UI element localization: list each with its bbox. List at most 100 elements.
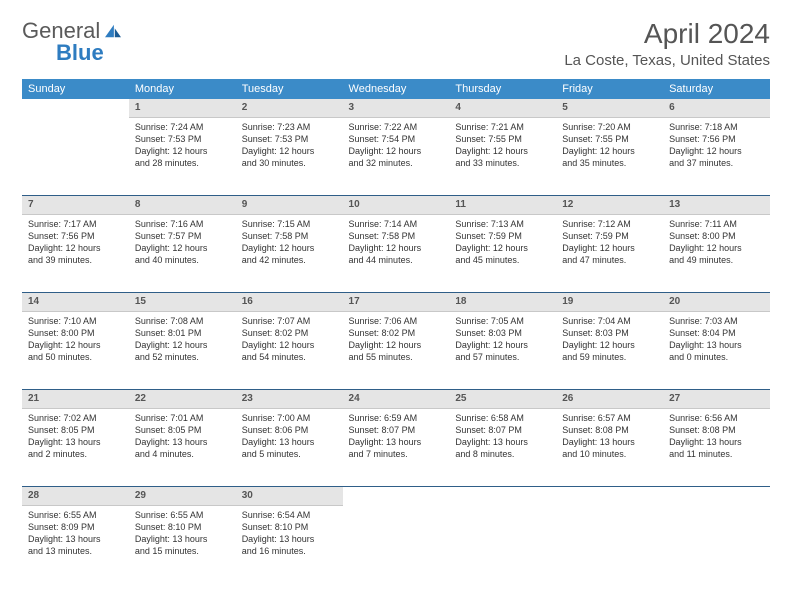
day-header: Wednesday bbox=[343, 79, 450, 99]
day-number-row: 21222324252627 bbox=[22, 390, 770, 408]
sunrise-text: Sunrise: 7:18 AM bbox=[669, 121, 764, 133]
day1-text: Daylight: 13 hours bbox=[562, 436, 657, 448]
day2-text: and 59 minutes. bbox=[562, 351, 657, 363]
sunrise-text: Sunrise: 7:12 AM bbox=[562, 218, 657, 230]
day2-text: and 39 minutes. bbox=[28, 254, 123, 266]
day1-text: Daylight: 13 hours bbox=[242, 533, 337, 545]
sunrise-text: Sunrise: 6:55 AM bbox=[135, 509, 230, 521]
day-header-row: Sunday Monday Tuesday Wednesday Thursday… bbox=[22, 79, 770, 99]
sunrise-text: Sunrise: 6:57 AM bbox=[562, 412, 657, 424]
day-number-cell: 8 bbox=[129, 196, 236, 214]
day-number-cell: 19 bbox=[556, 293, 663, 311]
day-number-row: 78910111213 bbox=[22, 196, 770, 214]
day2-text: and 50 minutes. bbox=[28, 351, 123, 363]
day-content-row: Sunrise: 7:24 AM Sunset: 7:53 PM Daylight:… bbox=[22, 117, 770, 195]
sunset-text: Sunset: 7:53 PM bbox=[242, 133, 337, 145]
logo-text-blue: Blue bbox=[56, 40, 104, 66]
sunset-text: Sunset: 7:59 PM bbox=[455, 230, 550, 242]
day-cell: Sunrise: 6:59 AMSunset: 8:07 PMDaylight:… bbox=[343, 408, 450, 486]
sunset-text: Sunset: 8:08 PM bbox=[669, 424, 764, 436]
day-content-row: Sunrise: 7:10 AMSunset: 8:00 PMDaylight:… bbox=[22, 311, 770, 389]
day-number-cell: 21 bbox=[22, 390, 129, 408]
day1-text: Daylight: 12 hours bbox=[349, 145, 444, 157]
sunset-text: Sunset: 8:09 PM bbox=[28, 521, 123, 533]
day2-text: and 11 minutes. bbox=[669, 448, 764, 460]
day-number-cell: 28 bbox=[22, 487, 129, 505]
sunrise-text: Sunrise: 7:24 AM bbox=[135, 121, 230, 133]
sunset-text: Sunset: 7:58 PM bbox=[242, 230, 337, 242]
day-number-cell bbox=[556, 487, 663, 505]
day-cell: Sunrise: 7:20 AMSunset: 7:55 PMDaylight:… bbox=[556, 117, 663, 195]
day-number-cell: 16 bbox=[236, 293, 343, 311]
sunset-text: Sunset: 8:05 PM bbox=[28, 424, 123, 436]
day-cell: Sunrise: 7:17 AMSunset: 7:56 PMDaylight:… bbox=[22, 214, 129, 292]
day-header: Sunday bbox=[22, 79, 129, 99]
sunrise-text: Sunrise: 7:05 AM bbox=[455, 315, 550, 327]
location-text: La Coste, Texas, United States bbox=[564, 52, 770, 69]
sunset-text: Sunset: 8:10 PM bbox=[242, 521, 337, 533]
day2-text: and 44 minutes. bbox=[349, 254, 444, 266]
day-cell: Sunrise: 7:11 AMSunset: 8:00 PMDaylight:… bbox=[663, 214, 770, 292]
day1-text: Daylight: 12 hours bbox=[455, 145, 550, 157]
sunrise-text: Sunrise: 7:13 AM bbox=[455, 218, 550, 230]
day-number-cell: 30 bbox=[236, 487, 343, 505]
day2-text: and 7 minutes. bbox=[349, 448, 444, 460]
calendar-table: Sunday Monday Tuesday Wednesday Thursday… bbox=[22, 79, 770, 583]
day-cell: Sunrise: 7:07 AMSunset: 8:02 PMDaylight:… bbox=[236, 311, 343, 389]
sunset-text: Sunset: 8:05 PM bbox=[135, 424, 230, 436]
day-cell: Sunrise: 7:01 AMSunset: 8:05 PMDaylight:… bbox=[129, 408, 236, 486]
sunrise-text: Sunrise: 7:11 AM bbox=[669, 218, 764, 230]
day1-text: Daylight: 12 hours bbox=[242, 242, 337, 254]
day2-text: and 57 minutes. bbox=[455, 351, 550, 363]
sunrise-text: Sunrise: 7:16 AM bbox=[135, 218, 230, 230]
day-number-cell: 13 bbox=[663, 196, 770, 214]
day-header: Saturday bbox=[663, 79, 770, 99]
day2-text: and 49 minutes. bbox=[669, 254, 764, 266]
day-cell: Sunrise: 6:54 AMSunset: 8:10 PMDaylight:… bbox=[236, 505, 343, 583]
day-cell: Sunrise: 7:15 AMSunset: 7:58 PMDaylight:… bbox=[236, 214, 343, 292]
day-cell: Sunrise: 7:14 AMSunset: 7:58 PMDaylight:… bbox=[343, 214, 450, 292]
day1-text: Daylight: 12 hours bbox=[669, 145, 764, 157]
day2-text: and 16 minutes. bbox=[242, 545, 337, 557]
day2-text: and 13 minutes. bbox=[28, 545, 123, 557]
day-cell: Sunrise: 7:23 AMSunset: 7:53 PMDaylight:… bbox=[236, 117, 343, 195]
day1-text: Daylight: 12 hours bbox=[28, 242, 123, 254]
day-cell bbox=[343, 505, 450, 583]
sunrise-text: Sunrise: 7:04 AM bbox=[562, 315, 657, 327]
sunrise-text: Sunrise: 7:20 AM bbox=[562, 121, 657, 133]
day1-text: Daylight: 13 hours bbox=[669, 339, 764, 351]
day-cell: Sunrise: 7:06 AMSunset: 8:02 PMDaylight:… bbox=[343, 311, 450, 389]
day-number-cell: 14 bbox=[22, 293, 129, 311]
day1-text: Daylight: 13 hours bbox=[28, 533, 123, 545]
day-cell bbox=[663, 505, 770, 583]
sunset-text: Sunset: 8:07 PM bbox=[455, 424, 550, 436]
sunrise-text: Sunrise: 7:23 AM bbox=[242, 121, 337, 133]
day1-text: Daylight: 12 hours bbox=[135, 145, 230, 157]
day-cell: Sunrise: 6:55 AMSunset: 8:09 PMDaylight:… bbox=[22, 505, 129, 583]
sunrise-text: Sunrise: 7:03 AM bbox=[669, 315, 764, 327]
sunrise-text: Sunrise: 7:08 AM bbox=[135, 315, 230, 327]
sunrise-text: Sunrise: 6:58 AM bbox=[455, 412, 550, 424]
sunset-text: Sunset: 7:56 PM bbox=[669, 133, 764, 145]
day-cell: Sunrise: 7:21 AMSunset: 7:55 PMDaylight:… bbox=[449, 117, 556, 195]
day1-text: Daylight: 13 hours bbox=[669, 436, 764, 448]
header: General Blue April 2024 La Coste, Texas,… bbox=[22, 18, 770, 69]
day1-text: Daylight: 12 hours bbox=[455, 242, 550, 254]
day-cell bbox=[22, 117, 129, 195]
day-content-row: Sunrise: 7:17 AMSunset: 7:56 PMDaylight:… bbox=[22, 214, 770, 292]
day-cell: Sunrise: 6:56 AMSunset: 8:08 PMDaylight:… bbox=[663, 408, 770, 486]
day-number-cell: 4 bbox=[449, 99, 556, 117]
logo: General Blue bbox=[22, 18, 123, 66]
day-cell: Sunrise: 7:16 AMSunset: 7:57 PMDaylight:… bbox=[129, 214, 236, 292]
sunset-text: Sunset: 7:56 PM bbox=[28, 230, 123, 242]
day-header: Thursday bbox=[449, 79, 556, 99]
day-cell: Sunrise: 7:04 AMSunset: 8:03 PMDaylight:… bbox=[556, 311, 663, 389]
sunrise-text: Sunrise: 7:07 AM bbox=[242, 315, 337, 327]
sunrise-text: Sunrise: 7:06 AM bbox=[349, 315, 444, 327]
day1-text: Daylight: 13 hours bbox=[349, 436, 444, 448]
day2-text: and 30 minutes. bbox=[242, 157, 337, 169]
day-cell bbox=[556, 505, 663, 583]
day-number-cell: 12 bbox=[556, 196, 663, 214]
sunset-text: Sunset: 7:55 PM bbox=[562, 133, 657, 145]
day-content-row: Sunrise: 6:55 AMSunset: 8:09 PMDaylight:… bbox=[22, 505, 770, 583]
